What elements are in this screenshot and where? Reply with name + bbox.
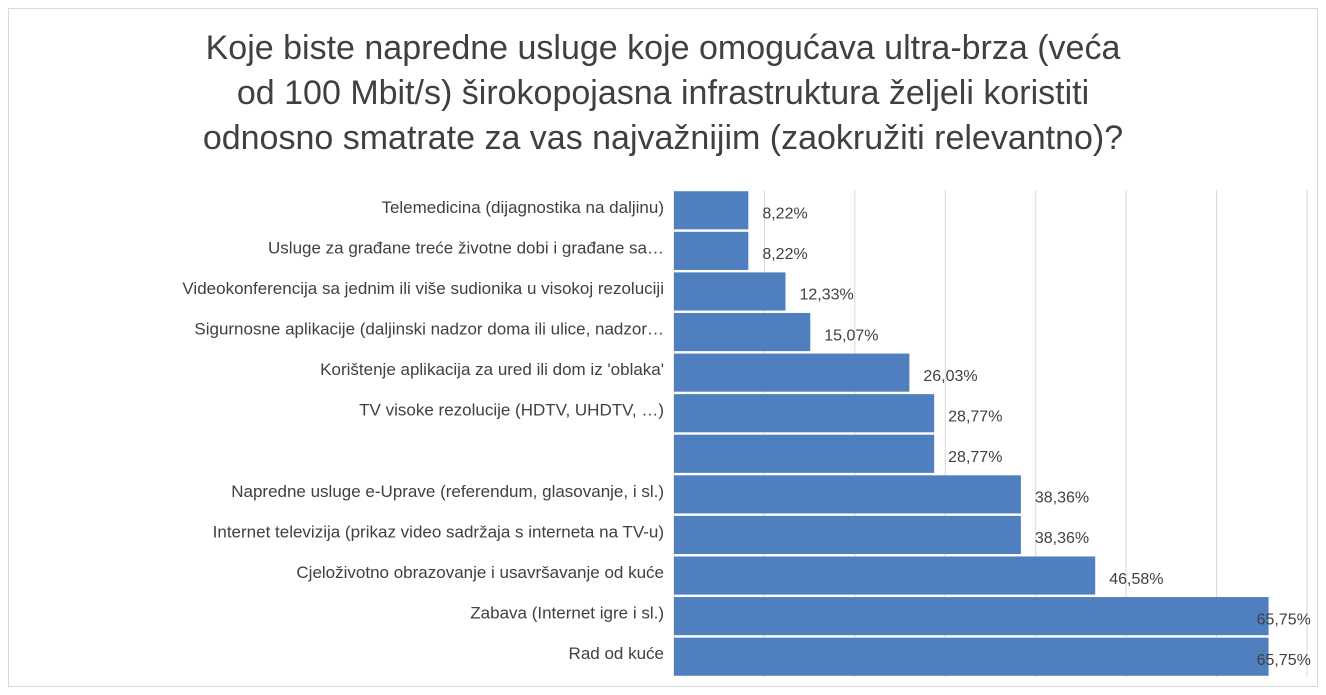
y-tick-label: Videokonferencija sa jednim ili više sud… bbox=[182, 279, 664, 298]
y-tick-label: Rad od kuće bbox=[569, 644, 664, 663]
y-tick-label: TV visoke rezolucije (HDTV, UHDTV, …) bbox=[359, 401, 664, 420]
data-label: 65,75% bbox=[1257, 652, 1311, 669]
y-tick-label: Napredne usluge e-Uprave (referendum, gl… bbox=[231, 482, 664, 501]
chart-title: odnosno smatrate za vas najvažnijim (zao… bbox=[203, 119, 1123, 157]
chart-border bbox=[8, 8, 1318, 687]
data-label: 8,22% bbox=[762, 206, 807, 223]
data-label: 46,58% bbox=[1109, 571, 1163, 588]
bar bbox=[674, 434, 935, 473]
data-label: 12,33% bbox=[799, 287, 853, 304]
data-label: 28,77% bbox=[948, 449, 1002, 466]
data-label: 28,77% bbox=[948, 408, 1002, 425]
y-tick-label: Sigurnosne aplikacije (daljinski nadzor … bbox=[194, 320, 664, 339]
y-tick-label: Usluge za građane treće životne dobi i g… bbox=[268, 238, 664, 257]
y-tick-label: Internet televizija (prikaz video sadrža… bbox=[213, 522, 664, 541]
chart-title: od 100 Mbit/s) širokopojasna infrastrukt… bbox=[237, 74, 1089, 112]
bar bbox=[674, 191, 749, 230]
bar bbox=[674, 637, 1269, 676]
bar bbox=[674, 394, 935, 433]
bar bbox=[674, 475, 1021, 514]
y-tick-label: Telemedicina (dijagnostika na daljinu) bbox=[381, 198, 664, 217]
bar bbox=[674, 515, 1021, 555]
bar bbox=[674, 597, 1269, 636]
bar bbox=[674, 312, 811, 352]
bar bbox=[674, 353, 910, 392]
bar bbox=[674, 272, 786, 311]
y-tick-label: Korištenje aplikacija za ured ili dom iz… bbox=[320, 360, 664, 379]
chart-title: Koje biste napredne usluge koje omogućav… bbox=[206, 29, 1121, 67]
data-label: 38,36% bbox=[1035, 530, 1089, 547]
bar bbox=[674, 556, 1096, 595]
data-label: 8,22% bbox=[762, 246, 807, 263]
y-tick-label: Cjeloživotno obrazovanje i usavršavanje … bbox=[296, 563, 664, 582]
data-label: 26,03% bbox=[923, 368, 977, 385]
data-label: 15,07% bbox=[824, 327, 878, 344]
data-label: 38,36% bbox=[1035, 490, 1089, 507]
bar bbox=[674, 231, 749, 270]
y-tick-label: Zabava (Internet igre i sl.) bbox=[470, 604, 664, 623]
data-label: 65,75% bbox=[1257, 611, 1311, 628]
